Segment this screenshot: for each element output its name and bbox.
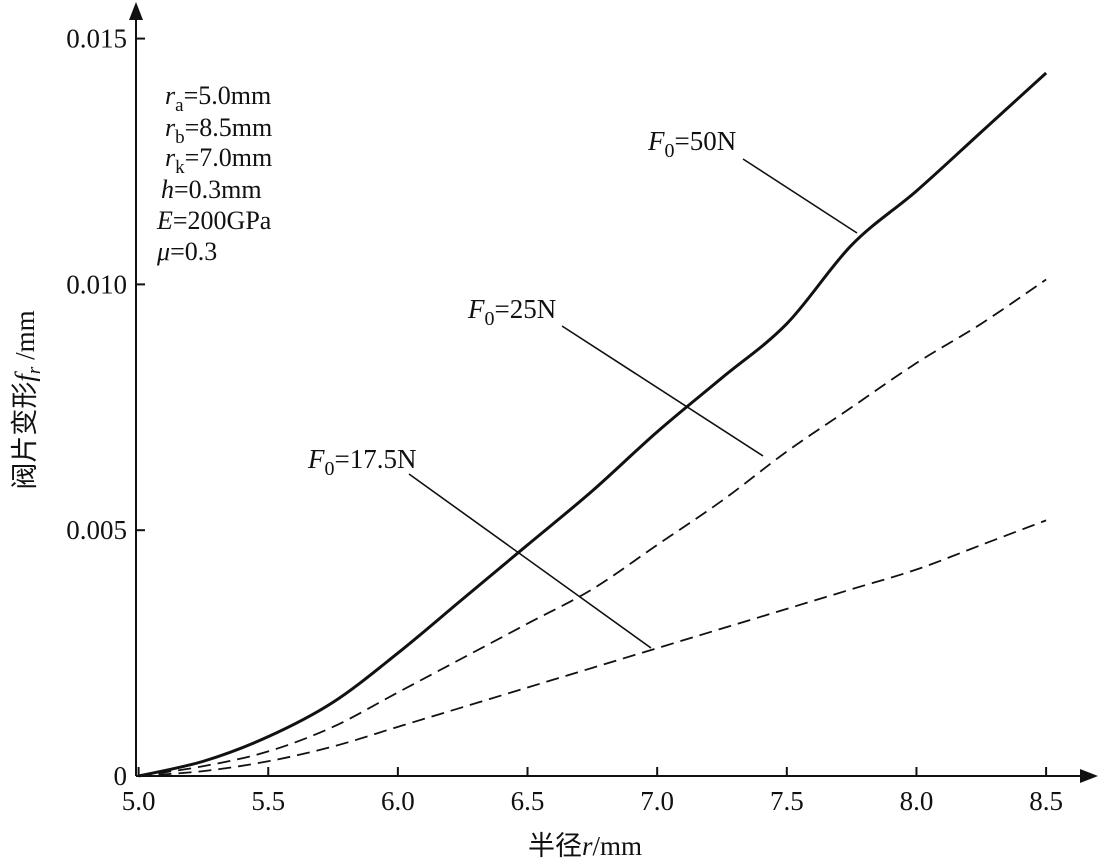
x-tick-label: 8.5 — [1029, 786, 1063, 816]
x-tick-label: 7.0 — [640, 786, 674, 816]
x-axis-arrow — [1080, 769, 1098, 783]
x-tick-label: 8.0 — [900, 786, 934, 816]
leader-line-0 — [742, 158, 858, 234]
parameter-3: h=0.3mm — [161, 175, 262, 204]
series-layer — [138, 71, 1048, 778]
leader-line-2 — [408, 473, 652, 649]
series-label-2: F0=17.5N — [307, 444, 416, 480]
x-tick-label: 5.5 — [251, 786, 285, 816]
leader-lines: F0=50N F0=25N F0=17.5N — [307, 126, 858, 649]
x-tick-label: 5.0 — [122, 786, 156, 816]
y-ticks: 0 0.005 0.010 0.015 — [66, 24, 145, 791]
parameter-0: ra=5.0mm — [165, 81, 271, 116]
series-line-0 — [138, 71, 1048, 778]
parameter-5: μ=0.3 — [156, 237, 217, 266]
parameter-legend: ra=5.0mmrb=8.5mmrk=7.0mmh=0.3mmE=200GPaμ… — [156, 81, 272, 266]
series-label-0: F0=50N — [647, 126, 736, 162]
y-axis-title: 阀片变形fr /mm — [10, 310, 45, 489]
y-axis-arrow — [129, 2, 143, 20]
parameter-2: rk=7.0mm — [165, 143, 272, 178]
y-tick-label: 0 — [114, 761, 128, 791]
x-ticks: 5.0 5.5 6.0 6.5 7.0 7.5 8.0 8.5 — [122, 767, 1063, 816]
axes — [129, 2, 1098, 783]
x-tick-label: 7.5 — [770, 786, 804, 816]
leader-line-1 — [561, 325, 764, 457]
y-tick-label: 0.005 — [66, 515, 127, 545]
y-tick-label: 0.015 — [66, 24, 127, 54]
parameter-1: rb=8.5mm — [165, 113, 272, 148]
x-tick-label: 6.0 — [381, 786, 415, 816]
series-line-2 — [138, 519, 1047, 777]
x-axis-title: 半径r/mm — [528, 831, 642, 861]
series-label-1: F0=25N — [467, 294, 556, 330]
parameter-4: E=200GPa — [156, 206, 272, 235]
y-tick-label: 0.010 — [66, 269, 127, 299]
x-tick-label: 6.5 — [511, 786, 545, 816]
series-line-1 — [138, 278, 1047, 777]
